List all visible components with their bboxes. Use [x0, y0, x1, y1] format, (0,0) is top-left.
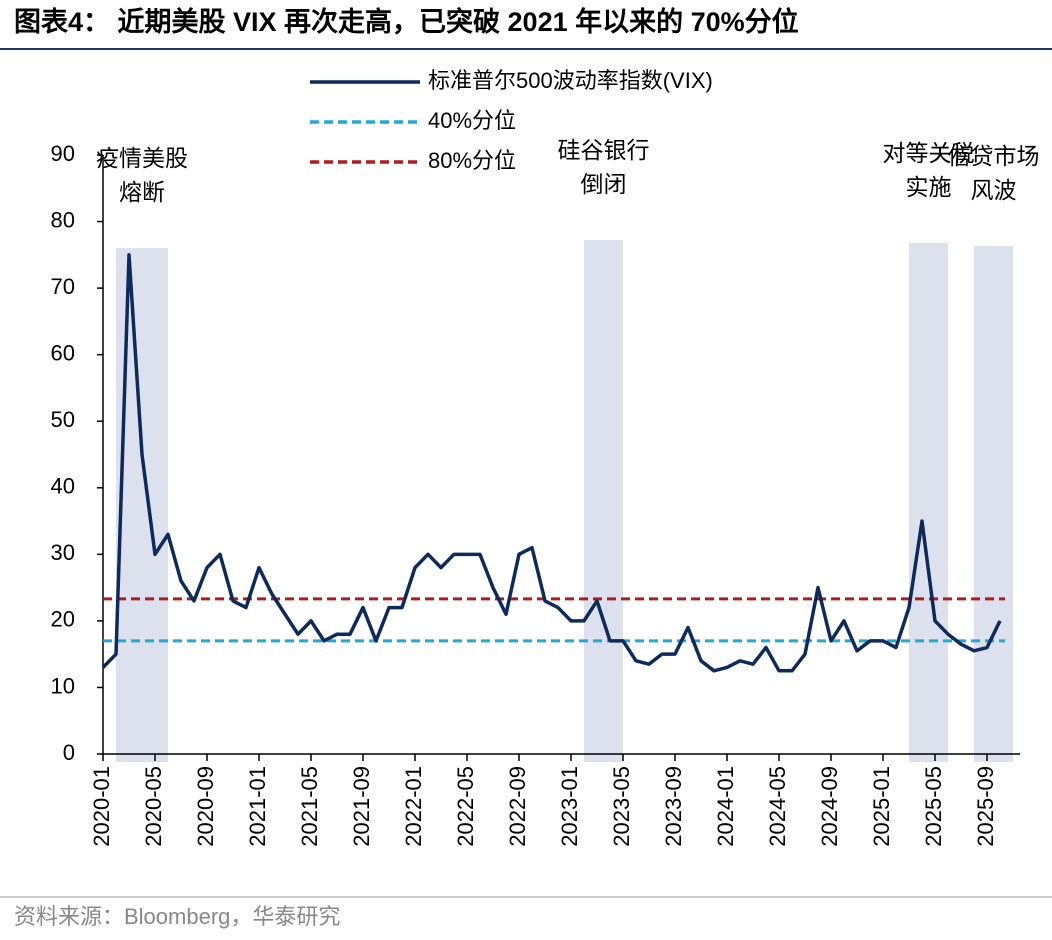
legend-label: 标准普尔500波动率指数(VIX): [428, 68, 713, 93]
event-band: [584, 240, 623, 762]
event-label: 硅谷银行: [558, 138, 650, 164]
x-tick-label: 2021-09: [349, 766, 374, 847]
y-tick-label: 70: [51, 274, 75, 299]
x-tick-label: 2023-05: [609, 766, 634, 847]
y-tick-label: 80: [51, 207, 75, 232]
event-band: [116, 248, 168, 762]
x-tick-label: 2020-01: [89, 766, 114, 847]
x-tick-label: 2023-09: [661, 766, 686, 847]
x-tick-label: 2020-09: [193, 766, 218, 847]
event-band: [974, 246, 1013, 762]
x-tick-label: 2024-05: [765, 766, 790, 847]
y-tick-label: 30: [51, 540, 75, 565]
event-label: 信贷市场: [948, 144, 1040, 170]
y-tick-label: 50: [51, 407, 75, 432]
event-label: 实施: [906, 175, 952, 201]
x-tick-label: 2024-09: [817, 766, 842, 847]
x-tick-label: 2022-01: [401, 766, 426, 847]
event-label: 疫情美股: [96, 146, 188, 172]
event-band: [909, 243, 948, 762]
x-tick-label: 2025-09: [973, 766, 998, 847]
x-tick-label: 2020-05: [141, 766, 166, 847]
y-tick-label: 20: [51, 607, 75, 632]
source: 资料来源：Bloomberg，华泰研究: [14, 904, 340, 929]
x-tick-label: 2022-09: [505, 766, 530, 847]
y-tick-label: 10: [51, 673, 75, 698]
y-tick-label: 0: [63, 740, 75, 765]
x-tick-label: 2025-01: [869, 766, 894, 847]
y-tick-label: 60: [51, 340, 75, 365]
vix-line: [101, 253, 1002, 673]
y-tick-label: 90: [51, 141, 75, 166]
event-label: 风波: [971, 178, 1017, 204]
x-tick-label: 2021-01: [245, 766, 270, 847]
event-label: 倒闭: [581, 172, 627, 198]
x-tick-label: 2024-01: [713, 766, 738, 847]
x-tick-label: 2022-05: [453, 766, 478, 847]
chart-title: 图表4： 近期美股 VIX 再次走高，已突破 2021 年以来的 70%分位: [14, 6, 799, 37]
legend-label: 80%分位: [428, 148, 516, 173]
event-label: 对等关税: [883, 141, 975, 167]
x-tick-label: 2025-05: [921, 766, 946, 847]
legend-label: 40%分位: [428, 108, 516, 133]
x-tick-label: 2023-01: [557, 766, 582, 847]
event-label: 熔断: [119, 180, 165, 206]
x-tick-label: 2021-05: [297, 766, 322, 847]
y-tick-label: 40: [51, 474, 75, 499]
